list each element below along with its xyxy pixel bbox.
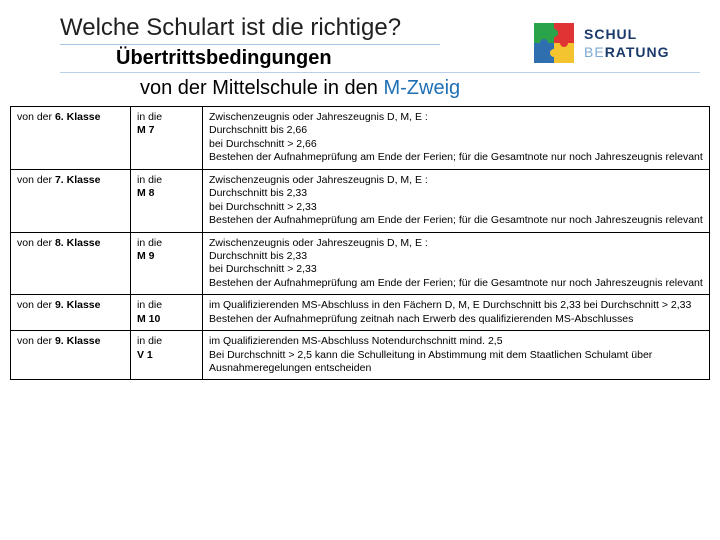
from-cell: von der 6. Klasse bbox=[11, 107, 131, 170]
from-cell: von der 8. Klasse bbox=[11, 232, 131, 295]
logo-line1: SCHUL bbox=[584, 27, 670, 41]
header: SCHUL BERATUNG Welche Schulart ist die r… bbox=[0, 0, 720, 100]
divider bbox=[60, 44, 440, 45]
logo-text: SCHUL BERATUNG bbox=[584, 27, 670, 59]
from-cell: von der 7. Klasse bbox=[11, 169, 131, 232]
table-row: von der 7. Klasse in dieM 8 Zwischenzeug… bbox=[11, 169, 710, 232]
cond-cell: im Qualifizierenden MS-Abschluss in den … bbox=[203, 295, 710, 331]
to-cell: in dieM 9 bbox=[131, 232, 203, 295]
to-cell: in dieM 8 bbox=[131, 169, 203, 232]
table-row: von der 8. Klasse in dieM 9 Zwischenzeug… bbox=[11, 232, 710, 295]
to-cell: in dieM 7 bbox=[131, 107, 203, 170]
to-cell: in dieM 10 bbox=[131, 295, 203, 331]
cond-cell: im Qualifizierenden MS-Abschluss Notendu… bbox=[203, 331, 710, 380]
logo-line2: BERATUNG bbox=[584, 45, 670, 59]
conditions-table: von der 6. Klasse in dieM 7 Zwischenzeug… bbox=[10, 106, 710, 380]
logo: SCHUL BERATUNG bbox=[530, 8, 700, 78]
table-row: von der 9. Klasse in dieM 10 im Qualifiz… bbox=[11, 295, 710, 331]
from-cell: von der 9. Klasse bbox=[11, 295, 131, 331]
puzzle-icon bbox=[530, 19, 578, 67]
cond-cell: Zwischenzeugnis oder Jahreszeugnis D, M,… bbox=[203, 169, 710, 232]
table-row: von der 9. Klasse in dieV 1 im Qualifizi… bbox=[11, 331, 710, 380]
cond-cell: Zwischenzeugnis oder Jahreszeugnis D, M,… bbox=[203, 107, 710, 170]
subline: von der Mittelschule in den M-Zweig bbox=[140, 77, 700, 100]
cond-cell: Zwischenzeugnis oder Jahreszeugnis D, M,… bbox=[203, 232, 710, 295]
from-cell: von der 9. Klasse bbox=[11, 331, 131, 380]
to-cell: in dieV 1 bbox=[131, 331, 203, 380]
table-row: von der 6. Klasse in dieM 7 Zwischenzeug… bbox=[11, 107, 710, 170]
